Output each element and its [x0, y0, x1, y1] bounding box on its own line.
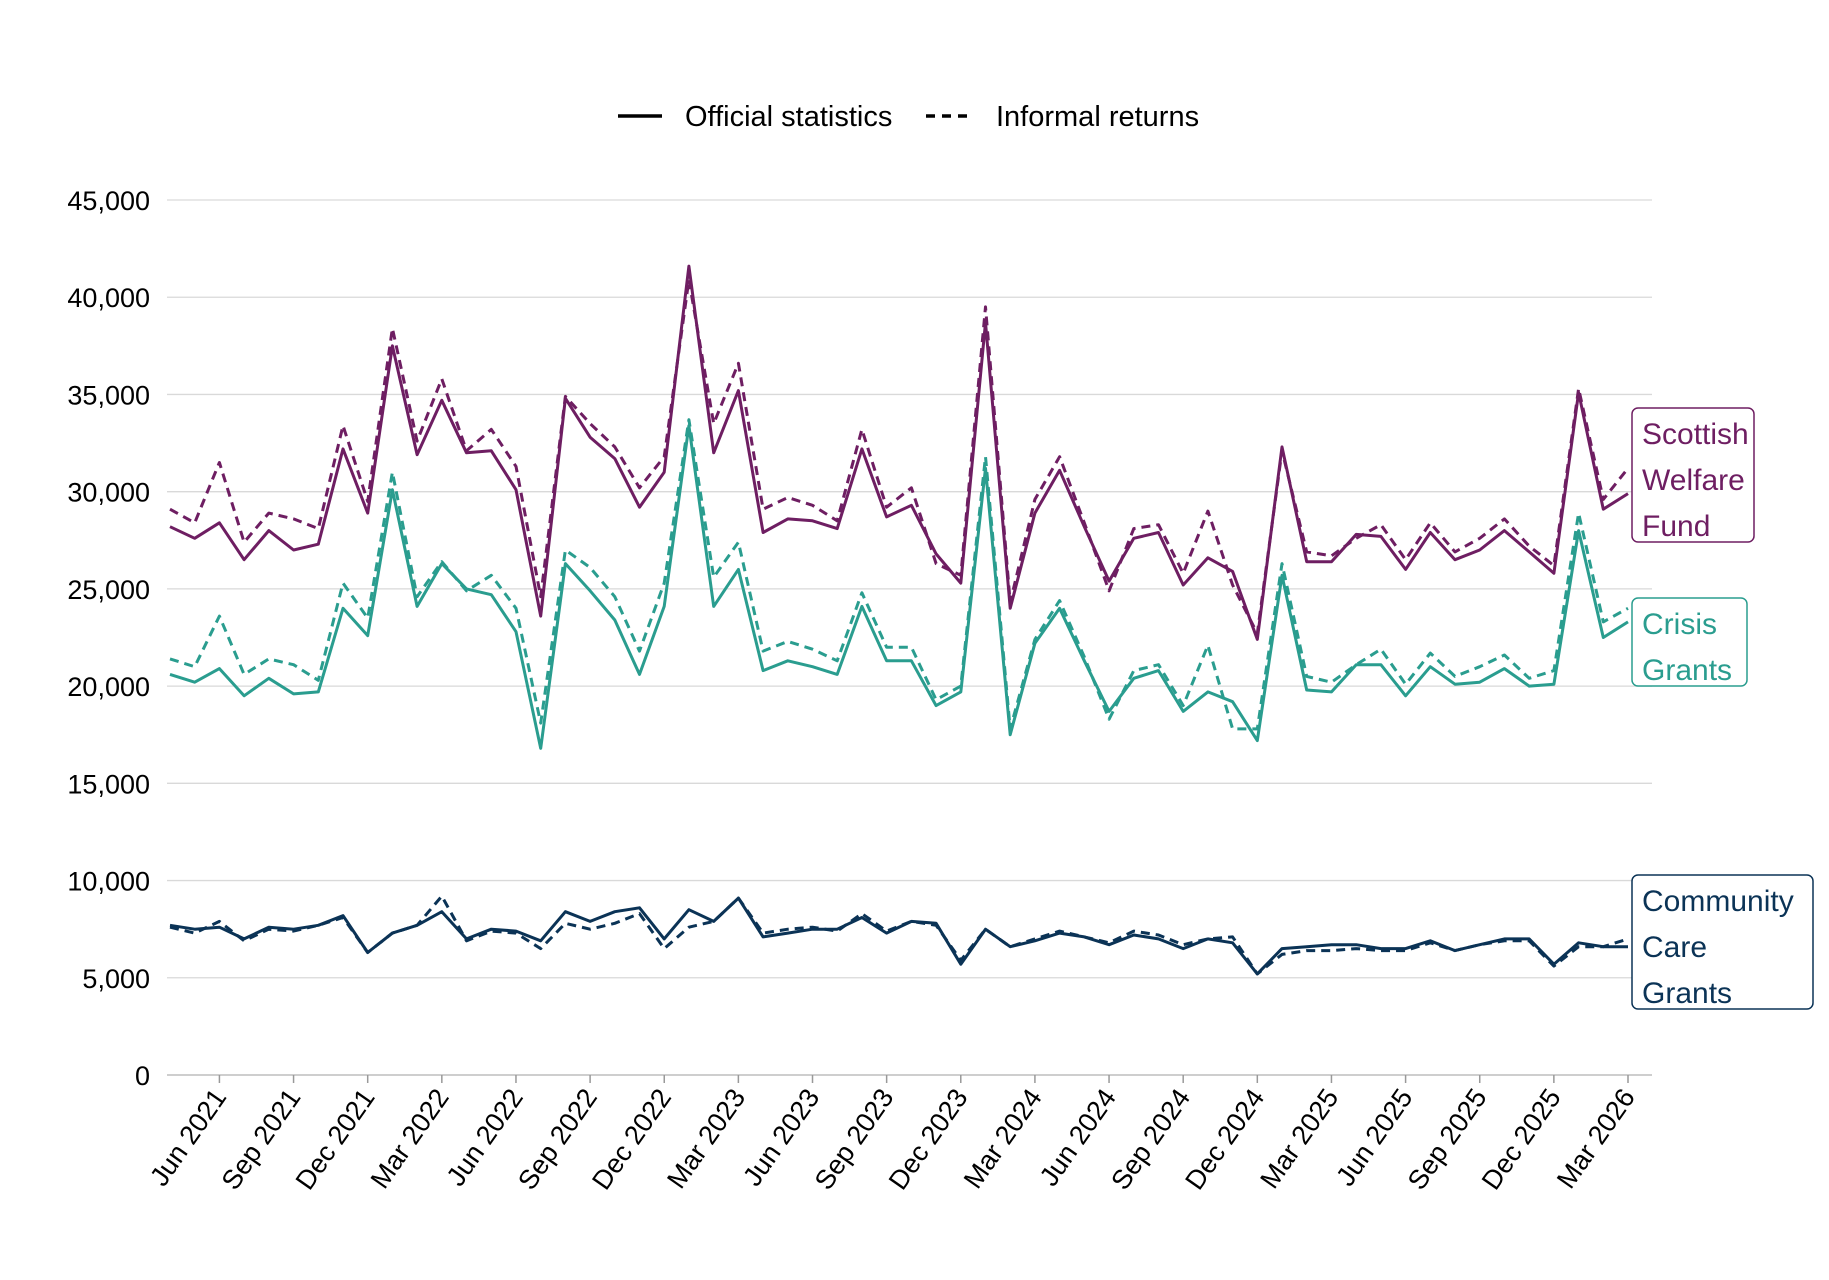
legend: Official statistics Informal returns [618, 101, 1199, 133]
series-label-text: Grants [1642, 654, 1732, 687]
series-label-text: Crisis [1642, 608, 1717, 641]
series-label-text: Welfare [1642, 464, 1745, 497]
legend-label-informal: Informal returns [996, 101, 1199, 133]
series-labels: Scottish Welfare Fund Crisis Grants Community… [1631, 407, 1814, 1010]
y-tick-label: 25,000 [67, 575, 150, 605]
series-label-text: Community [1642, 885, 1794, 918]
y-tick-label: 5,000 [82, 964, 150, 994]
y-tick-label: 45,000 [67, 186, 150, 216]
series-label-text: Fund [1642, 510, 1710, 543]
series-label-text: Scottish [1642, 418, 1749, 451]
series-1-official-line [169, 424, 1629, 750]
series-label-text: Grants [1642, 977, 1732, 1010]
y-tick-label: 35,000 [67, 380, 150, 410]
series-2-informal-line [169, 894, 1629, 976]
series-1-informal-line [169, 418, 1629, 731]
y-axis: 0 5,000 10,000 15,000 20,000 25,000 30,000 35,0… [67, 186, 150, 1091]
legend-label-official: Official statistics [685, 101, 892, 133]
series-label-box [1631, 597, 1748, 687]
series-0-informal-line [169, 278, 1630, 636]
gridlines [167, 199, 1652, 979]
y-tick-label: 40,000 [67, 283, 150, 313]
series-label-box [1631, 874, 1814, 1010]
series-0-official-line [169, 264, 1629, 641]
series-lines [169, 264, 1630, 976]
y-tick-label: 30,000 [67, 478, 150, 508]
series-2-official-line [169, 896, 1628, 976]
y-tick-label: 20,000 [67, 672, 150, 702]
y-tick-label: 10,000 [67, 867, 150, 897]
series-label-text: Care [1642, 931, 1707, 964]
y-tick-label: 15,000 [67, 769, 150, 799]
y-tick-label: 0 [135, 1061, 150, 1091]
series-label-box [1631, 407, 1755, 543]
